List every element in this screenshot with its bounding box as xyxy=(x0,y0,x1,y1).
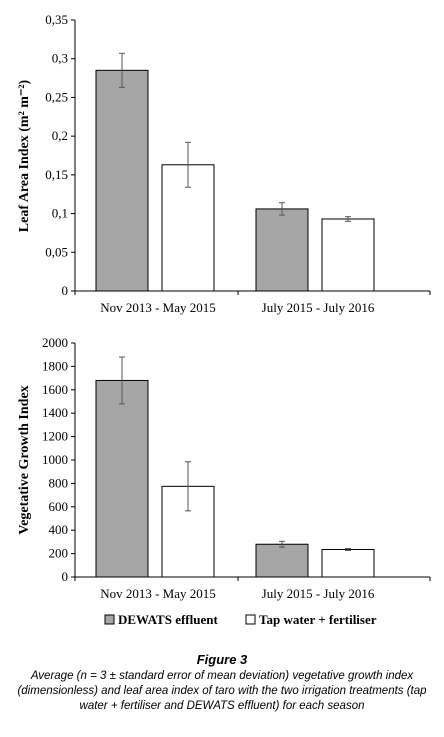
bar xyxy=(95,69,149,292)
y-tick-label: 1200 xyxy=(42,429,68,444)
y-tick-label: 0,05 xyxy=(45,244,68,259)
y-tick-label: 200 xyxy=(49,546,69,561)
legend-label: DEWATS effluent xyxy=(118,612,218,627)
y-tick-label: 1800 xyxy=(42,358,68,373)
y-tick-label: 600 xyxy=(49,499,69,514)
legend-swatch xyxy=(104,614,115,625)
x-category-label: Nov 2013 - May 2015 xyxy=(100,300,216,315)
figure-label: Figure 3 xyxy=(196,652,248,667)
y-tick-label: 2000 xyxy=(42,335,68,350)
legend-label: Tap water + fertiliser xyxy=(259,612,377,627)
y-tick-label: 0,3 xyxy=(52,51,68,66)
x-category-label: Nov 2013 - May 2015 xyxy=(100,586,216,601)
figure-charts: 0 0,05 0,1 0,15 0,2 0,25 0,3 0,35 Nov 2013 - May… xyxy=(17,12,431,627)
y-tick-label: 1600 xyxy=(42,382,68,397)
y-tick-label: 0,35 xyxy=(45,12,68,27)
legend-swatch xyxy=(245,614,256,625)
bar xyxy=(321,549,375,578)
y-tick-label: 1000 xyxy=(42,452,68,467)
bar xyxy=(321,218,375,292)
y-axis-label: Vegetative Growth Index xyxy=(17,385,32,534)
x-category-label: July 2015 - July 2016 xyxy=(262,300,375,315)
y-tick-label: 0,25 xyxy=(45,89,68,104)
y-axis-label: Leaf Area Index (m² m⁻²) xyxy=(17,79,32,232)
y-tick-label: 800 xyxy=(49,475,69,490)
y-tick-label: 0,15 xyxy=(45,167,68,182)
x-category-label: July 2015 - July 2016 xyxy=(262,586,375,601)
y-tick-label: 0,1 xyxy=(52,206,68,221)
figure-caption: Figure 3 Average (n = 3 ± standard error… xyxy=(0,652,444,714)
y-tick-label: 0 xyxy=(62,569,69,584)
y-tick-label: 0,2 xyxy=(52,128,68,143)
y-tick-label: 1400 xyxy=(42,405,68,420)
bar xyxy=(255,543,309,578)
y-tick-label: 0 xyxy=(62,283,69,298)
bar xyxy=(255,208,309,292)
bar xyxy=(95,379,149,578)
y-tick-label: 400 xyxy=(49,522,69,537)
caption-text: Average (n = 3 ± standard error of mean … xyxy=(17,670,427,712)
